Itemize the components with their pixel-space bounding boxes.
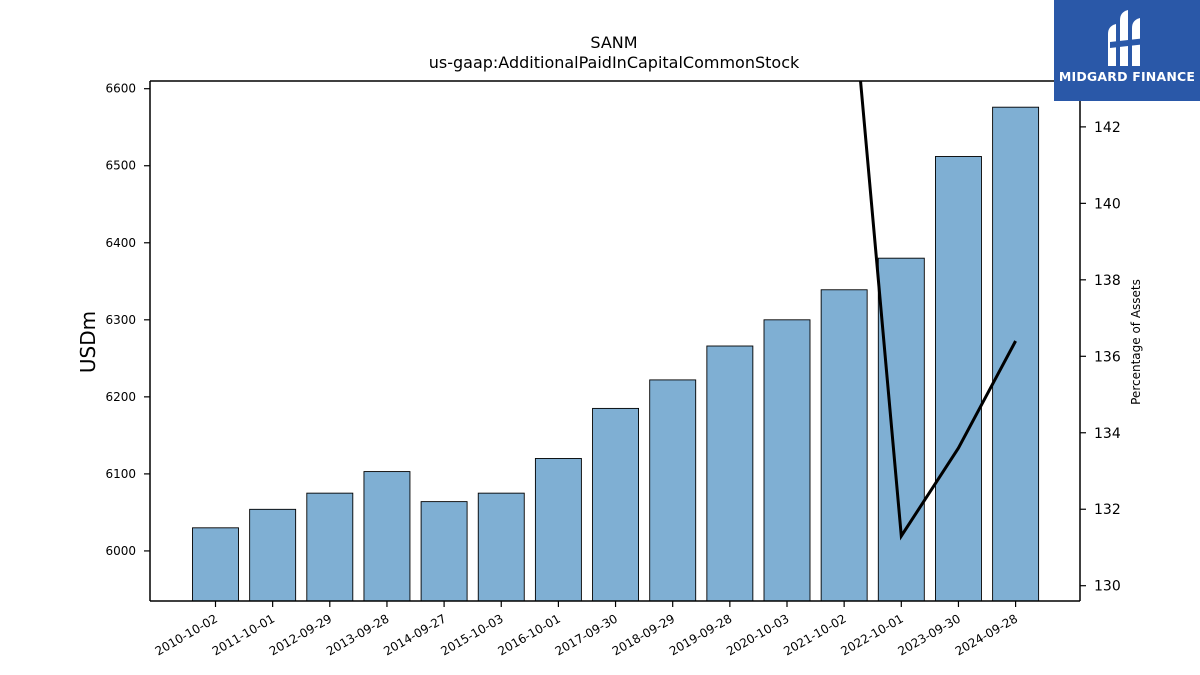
- bar: [306, 492, 354, 602]
- x-tick-label: 2021-10-02: [781, 611, 848, 658]
- x-tick-label: 2015-10-03: [438, 611, 505, 658]
- y-tick-label: 6400: [105, 236, 136, 250]
- bar: [820, 289, 868, 602]
- y2-tick-label: 138: [1094, 273, 1121, 289]
- y2-tick-label: 130: [1094, 579, 1121, 595]
- y2-tick-label: 134: [1094, 426, 1121, 442]
- bar: [249, 508, 297, 602]
- x-tick-label: 2022-10-01: [838, 611, 905, 658]
- bar: [477, 492, 525, 602]
- line-group: [859, 81, 1017, 541]
- bar: [935, 156, 982, 602]
- x-tick-label: 2016-10-01: [495, 611, 562, 658]
- percentage-line: [859, 81, 1017, 541]
- y2-tick-label: 142: [1094, 120, 1121, 136]
- x-tick-label: 2012-09-29: [267, 611, 334, 658]
- y2-tick-label: 136: [1094, 349, 1121, 365]
- bar: [763, 319, 811, 602]
- y-tick-label: 6200: [105, 390, 136, 404]
- x-tick-label: 2017-09-30: [553, 611, 620, 658]
- y2-tick-label: 132: [1094, 502, 1121, 518]
- y-tick-label: 6500: [105, 159, 136, 173]
- x-tick-label: 2013-09-28: [324, 611, 391, 658]
- bars-group: [192, 106, 1040, 602]
- x-tick-label: 2014-09-27: [381, 611, 448, 658]
- x-tick-label: 2018-09-29: [610, 611, 677, 658]
- bar: [534, 458, 582, 602]
- bar: [592, 407, 639, 602]
- y-tick-label: 6100: [105, 467, 136, 481]
- bar: [192, 527, 239, 602]
- y2-tick-label: 140: [1094, 196, 1121, 212]
- y-axis-label: USDm: [76, 311, 100, 373]
- bar: [992, 106, 1040, 602]
- bar: [363, 471, 411, 602]
- y2-axis-label: Percentage of Assets: [1129, 279, 1143, 405]
- bar: [649, 379, 697, 602]
- x-tick-label: 2024-09-28: [953, 611, 1020, 658]
- x-tick-label: 2023-09-30: [896, 611, 963, 658]
- bar: [706, 345, 754, 602]
- x-tick-label: 2019-09-28: [667, 611, 734, 658]
- midgard-finance-logo: MIDGARD FINANCE: [1054, 0, 1200, 101]
- bar: [877, 257, 925, 602]
- logo-text: MIDGARD FINANCE: [1058, 69, 1196, 84]
- x-tick-label: 2020-10-03: [724, 611, 791, 658]
- x-tick-label: 2011-10-01: [210, 611, 277, 658]
- chart-title: SANM: [590, 33, 637, 52]
- chart-subtitle: us-gaap:AdditionalPaidInCapitalCommonSto…: [429, 53, 800, 72]
- y-tick-label: 6000: [105, 544, 136, 558]
- y-tick-label: 6300: [105, 313, 136, 327]
- y-tick-label: 6600: [105, 82, 136, 96]
- midgard-logo-icon: [1108, 10, 1146, 66]
- x-tick-label: 2010-10-02: [153, 611, 220, 658]
- bar: [420, 501, 468, 602]
